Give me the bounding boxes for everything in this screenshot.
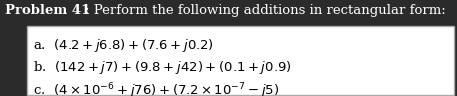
FancyBboxPatch shape: [27, 26, 454, 95]
Text: b.  $(142 + j7) + (9.8 + j42) + (0.1 + j0.9)$: b. $(142 + j7) + (9.8 + j42) + (0.1 + j0…: [33, 59, 292, 76]
Text: a.  $(4.2 + j6.8) + (7.6 + j0.2)$: a. $(4.2 + j6.8) + (7.6 + j0.2)$: [33, 37, 213, 54]
Text: Problem 41: Problem 41: [5, 4, 91, 17]
Text: : Perform the following additions in rectangular form:: : Perform the following additions in rec…: [85, 4, 445, 17]
Text: c.  $(4 \times 10^{-6} + j76) + (7.2 \times 10^{-7} - j5)$: c. $(4 \times 10^{-6} + j76) + (7.2 \tim…: [33, 82, 279, 96]
